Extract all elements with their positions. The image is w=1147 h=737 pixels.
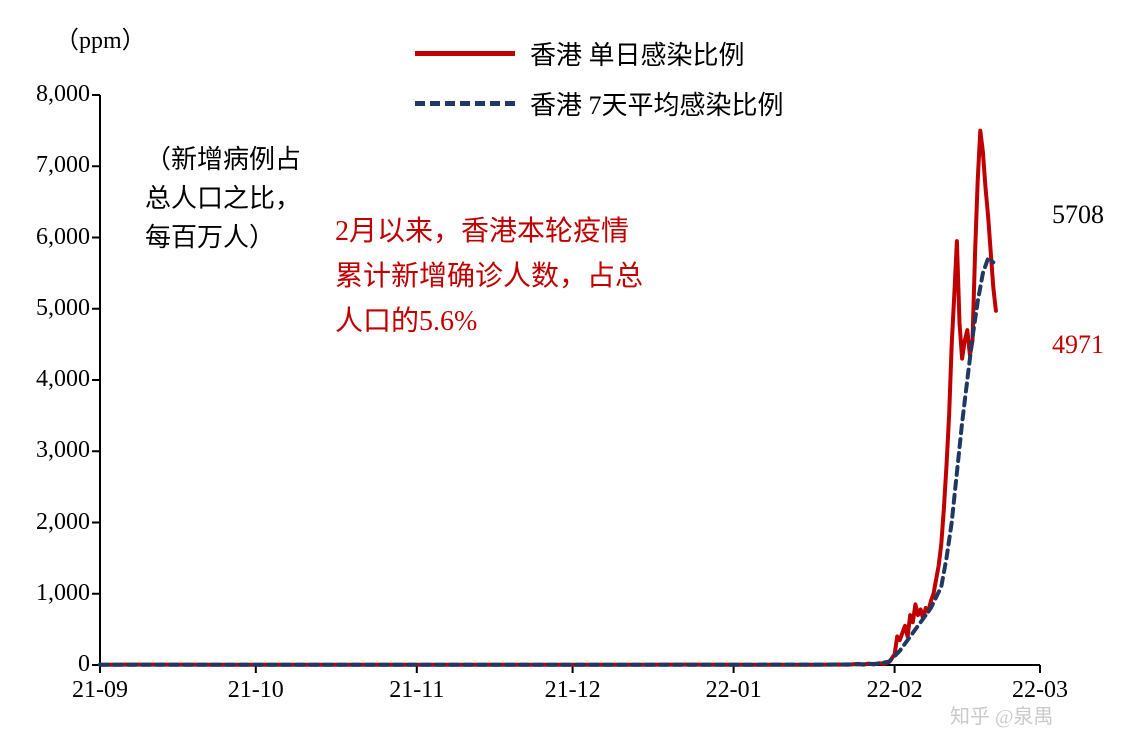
end-label-5708: 5708	[1052, 200, 1104, 230]
x-tick-label: 21-11	[367, 677, 467, 704]
y-tick-label: 1,000	[10, 580, 90, 607]
y-axis-title: （ppm）	[55, 20, 146, 55]
watermark: 知乎 @泉禺	[950, 700, 1053, 729]
legend-item-daily: 香港 单日感染比例	[415, 35, 745, 72]
y-tick-label: 8,000	[10, 81, 90, 108]
legend-label-7day: 香港 7天平均感染比例	[530, 85, 784, 122]
y-tick-label: 0	[10, 651, 90, 678]
y-tick-label: 2,000	[10, 509, 90, 536]
x-tick-label: 22-02	[845, 677, 945, 704]
x-tick-label: 21-10	[206, 677, 306, 704]
y-tick-label: 4,000	[10, 366, 90, 393]
chart-annotation: 2月以来，香港本轮疫情 累计新增确诊人数，占总 人口的5.6%	[335, 210, 643, 344]
legend-label-daily: 香港 单日感染比例	[530, 35, 745, 72]
x-tick-label: 21-09	[50, 677, 150, 704]
y-tick-label: 6,000	[10, 224, 90, 251]
end-label-4971: 4971	[1052, 330, 1104, 360]
x-tick-label: 21-12	[523, 677, 623, 704]
legend-swatch-daily	[415, 51, 515, 56]
y-tick-label: 7,000	[10, 152, 90, 179]
chart-container: （ppm） 0 1,000 2,000 3,000 4,000 5,000 6,000 7,0…	[0, 0, 1147, 737]
x-tick-label: 22-01	[684, 677, 784, 704]
legend-item-7day: 香港 7天平均感染比例	[415, 85, 784, 122]
legend-swatch-7day	[415, 101, 515, 106]
chart-subtitle: （新增病例占 总人口之比， 每百万人）	[145, 140, 301, 257]
y-tick-label: 3,000	[10, 437, 90, 464]
y-tick-label: 5,000	[10, 295, 90, 322]
